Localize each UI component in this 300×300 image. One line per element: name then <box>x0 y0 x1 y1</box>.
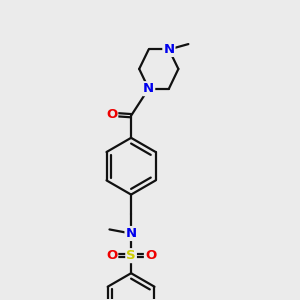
Text: O: O <box>106 249 117 262</box>
Text: O: O <box>145 249 156 262</box>
Text: N: N <box>164 43 175 56</box>
Text: S: S <box>126 249 136 262</box>
Text: N: N <box>125 227 136 240</box>
Text: N: N <box>143 82 154 95</box>
Text: O: O <box>106 108 117 121</box>
